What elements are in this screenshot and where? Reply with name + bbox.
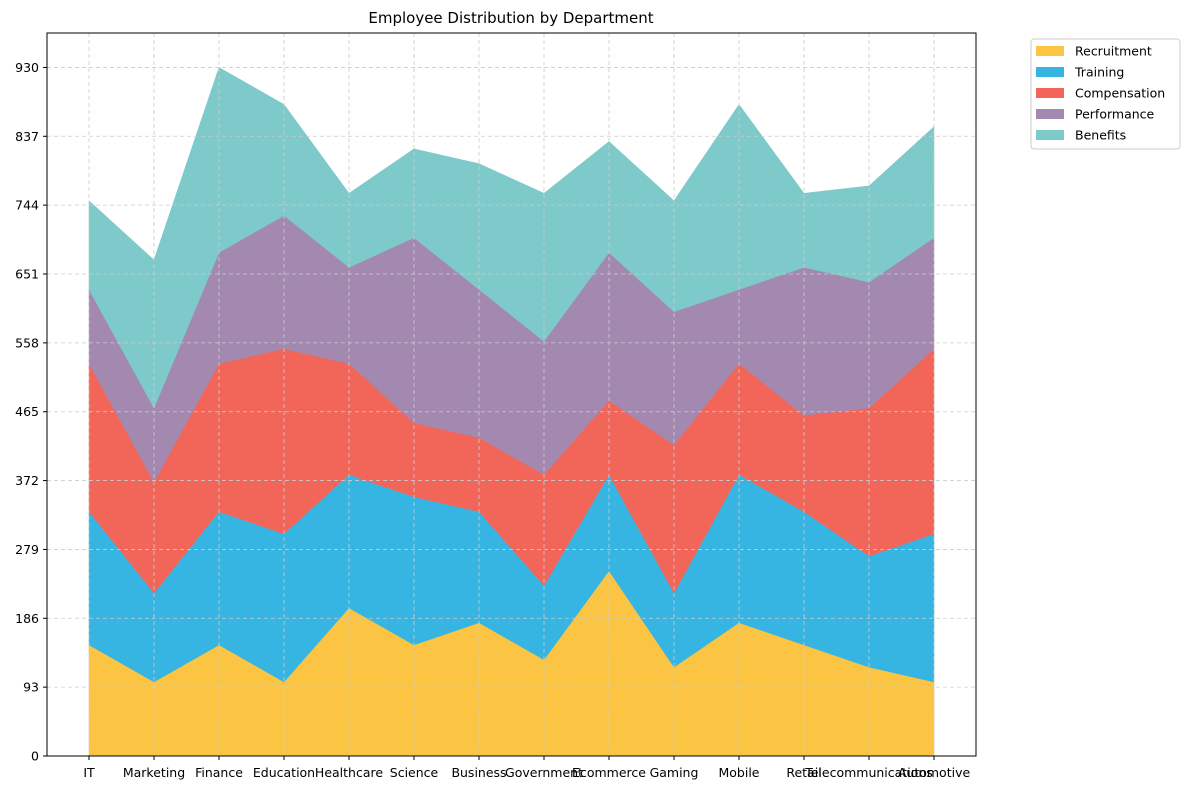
y-tick-label: 279 [15, 542, 39, 557]
y-tick-label: 465 [15, 404, 39, 419]
legend-label-training: Training [1074, 65, 1124, 80]
plot-frame [46, 32, 977, 757]
y-tick-label: 93 [23, 680, 39, 695]
legend-label-recruitment: Recruitment [1075, 44, 1152, 59]
chart-title: Employee Distribution by Department [368, 9, 653, 27]
y-tick-label: 186 [15, 611, 39, 626]
y-tick-label: 930 [15, 60, 39, 75]
y-tick-label: 837 [15, 129, 39, 144]
y-axis-ticks: 0 93 186 279 372 465 558 651 744 837 930 [15, 60, 47, 764]
legend-swatch-compensation [1036, 88, 1064, 98]
x-tick-label: Business [451, 765, 506, 780]
x-tick-label: IT [83, 765, 95, 780]
legend-box [1030, 38, 1181, 150]
x-tick-label: Science [390, 765, 439, 780]
x-tick-label: Retail [786, 765, 821, 780]
x-axis-ticks: IT Marketing Finance Education Healthcare Sci… [83, 756, 970, 780]
area-layers [88, 67, 935, 757]
x-tick-label: Marketing [123, 765, 185, 780]
legend: Recruitment Training Compensation Performan… [1030, 38, 1181, 150]
legend-label-benefits: Benefits [1075, 128, 1126, 143]
x-tick-label: Mobile [718, 765, 759, 780]
x-tick-label: Healthcare [315, 765, 383, 780]
x-tick-label: Automotive [898, 765, 971, 780]
y-tick-label: 372 [15, 473, 39, 488]
legend-label-compensation: Compensation [1075, 86, 1165, 101]
legend-swatch-recruitment [1036, 46, 1064, 56]
legend-swatch-benefits [1036, 130, 1064, 140]
y-tick-label: 0 [31, 749, 39, 764]
y-tick-label: 558 [15, 335, 39, 350]
x-tick-label: Telecommunications [804, 765, 933, 780]
y-tick-label: 744 [15, 198, 39, 213]
legend-label-performance: Performance [1075, 107, 1155, 122]
x-tick-label: Education [253, 765, 315, 780]
x-tick-label: Gaming [650, 765, 699, 780]
legend-swatch-training [1036, 67, 1064, 77]
grid-lines [47, 33, 976, 756]
x-tick-label: Ecommerce [572, 765, 646, 780]
x-tick-label: Finance [195, 765, 243, 780]
x-tick-label: Government [505, 765, 583, 780]
legend-swatch-performance [1036, 109, 1064, 119]
y-tick-label: 651 [15, 267, 39, 282]
